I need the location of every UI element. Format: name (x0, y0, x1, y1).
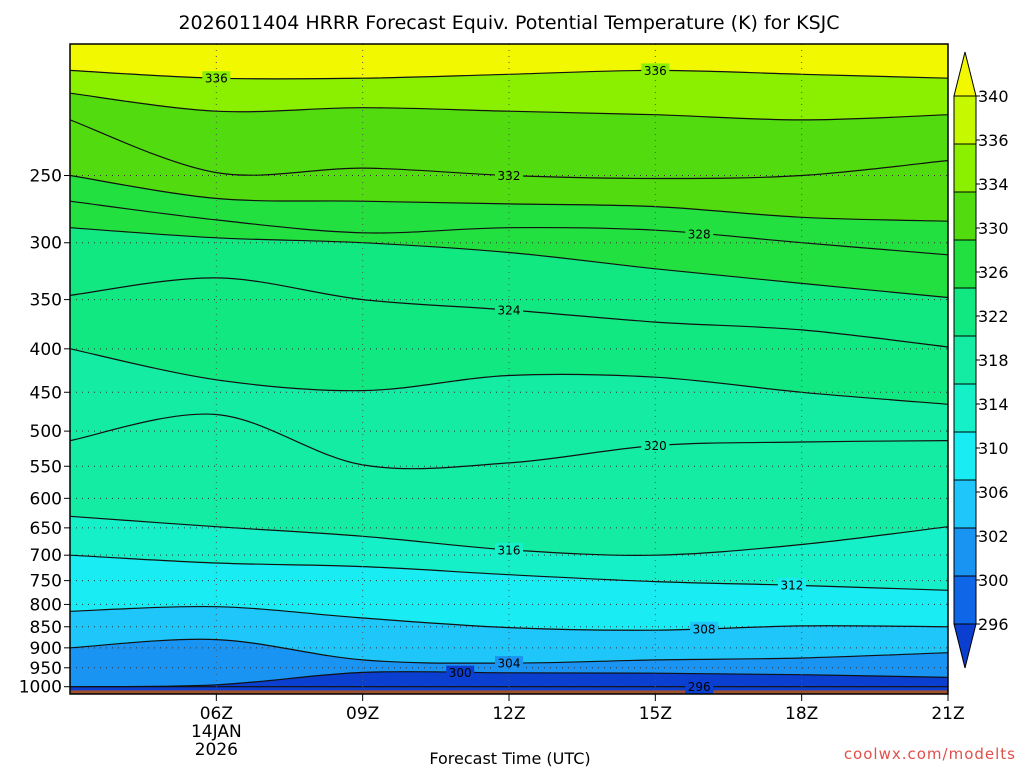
y-tick-label-950: 950 (30, 659, 62, 679)
colorbar-seg-5 (953, 335, 977, 385)
colorbar-label-306: 306 (978, 483, 1009, 502)
chart-title: 2026011404 HRRR Forecast Equiv. Potentia… (178, 12, 839, 34)
contour-label-312-0: 312 (780, 579, 803, 593)
y-tick-label-600: 600 (30, 489, 62, 509)
contour-label-304-0: 304 (498, 657, 521, 671)
x-tick-label-06Z: 06Z (200, 704, 233, 724)
colorbar-seg-4 (953, 287, 977, 337)
y-tick-label-550: 550 (30, 457, 62, 477)
colorbar-seg-6 (953, 383, 977, 433)
contour-label-bg-316-0 (495, 542, 523, 557)
y-tick-label-300: 300 (30, 234, 62, 254)
colorbar-top-arrow (953, 51, 977, 97)
contour-label-bg-332-0 (495, 168, 523, 183)
contour-label-336-1: 336 (644, 64, 667, 78)
contour-label-bg-320-0 (641, 438, 670, 453)
colorbar-label-322: 322 (978, 307, 1009, 326)
colorbar-label-302: 302 (978, 527, 1009, 546)
contour-label-bg-336-1 (641, 63, 670, 78)
colorbar-label-334: 334 (978, 175, 1009, 194)
x-tick-label-09Z: 09Z (346, 704, 379, 724)
colorbar-seg-2 (953, 191, 977, 241)
y-tick-label-750: 750 (30, 572, 62, 592)
colorbar-seg-1 (953, 143, 977, 193)
contour-label-bg-304-0 (495, 656, 523, 671)
contour-label-316-0: 316 (498, 543, 521, 557)
y-tick-label-700: 700 (30, 546, 62, 566)
y-tick-label-1000: 1000 (19, 678, 62, 698)
colorbar-seg-3 (953, 239, 977, 289)
y-tick-label-350: 350 (30, 291, 62, 311)
x-tick-label-21Z: 21Z (931, 704, 964, 724)
y-tick-label-400: 400 (30, 340, 62, 360)
y-tick-label-900: 900 (30, 639, 62, 659)
contour-label-328-0: 328 (688, 227, 711, 241)
y-tick-label-500: 500 (30, 422, 62, 442)
contour-label-bg-312-0 (777, 578, 806, 593)
y-tick-label-250: 250 (30, 167, 62, 187)
colorbar-seg-8 (953, 479, 977, 529)
contour-line-326 (70, 227, 948, 299)
colorbar-seg-9 (953, 527, 977, 577)
contour-label-324-0: 324 (498, 303, 521, 317)
contour-line-308 (70, 605, 948, 631)
x-axis-label: Forecast Time (UTC) (429, 749, 590, 768)
credit-text: coolwx.com/modelts (844, 745, 1016, 763)
contour-label-bg-336-0 (202, 71, 231, 86)
colorbar-label-300: 300 (978, 571, 1009, 590)
contour-label-336-0: 336 (205, 72, 228, 86)
colorbar-seg-0 (953, 95, 977, 145)
contour-line-320 (70, 413, 948, 470)
contour-label-308-0: 308 (693, 622, 716, 636)
date-label-0: 14JAN (191, 722, 242, 742)
colorbar-label-318: 318 (978, 351, 1009, 370)
colorbar-label-340: 340 (978, 87, 1009, 106)
colorbar-label-336: 336 (978, 131, 1009, 150)
contour-label-296-0: 296 (688, 680, 711, 694)
y-tick-label-800: 800 (30, 595, 62, 615)
contour-label-bg-328-0 (685, 226, 714, 241)
colorbar-label-310: 310 (978, 439, 1009, 458)
contour-label-bg-300-0 (446, 665, 475, 680)
colorbar-seg-7 (953, 431, 977, 481)
colorbar-label-314: 314 (978, 395, 1009, 414)
contour-line-330 (70, 174, 948, 222)
contour-label-bg-296-0 (685, 679, 714, 694)
date-label-1: 2026 (195, 740, 238, 760)
x-tick-label-12Z: 12Z (492, 704, 525, 724)
contour-label-300-0: 300 (449, 666, 472, 680)
colorbar-bottom-arrow (953, 623, 977, 669)
y-tick-label-850: 850 (30, 618, 62, 638)
colorbar-label-330: 330 (978, 219, 1009, 238)
y-tick-label-450: 450 (30, 383, 62, 403)
colorbar-label-326: 326 (978, 263, 1009, 282)
x-tick-label-15Z: 15Z (639, 704, 672, 724)
contour-label-bg-308-0 (690, 621, 719, 636)
y-tick-label-650: 650 (30, 519, 62, 539)
contour-label-bg-324-0 (495, 302, 523, 317)
colorbar-label-296: 296 (978, 615, 1009, 634)
x-tick-label-18Z: 18Z (785, 704, 818, 724)
contour-line-334 (70, 92, 948, 121)
colorbar-seg-10 (953, 575, 977, 625)
